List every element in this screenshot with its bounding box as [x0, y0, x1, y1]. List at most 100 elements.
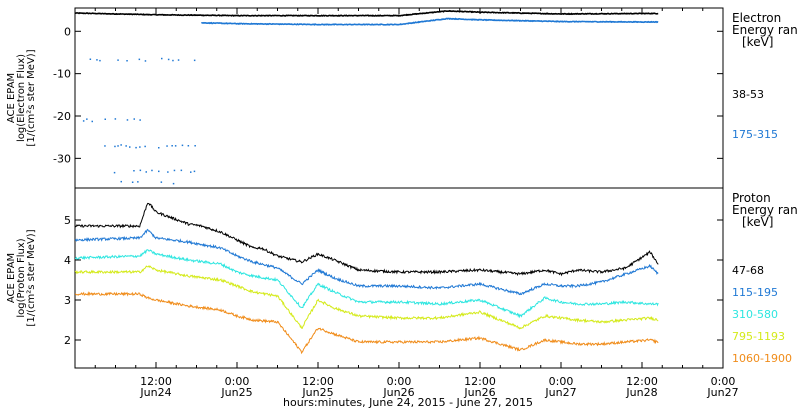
- legend-entry: 47-68: [732, 264, 764, 277]
- scatter-point: [104, 118, 106, 120]
- scatter-point: [117, 145, 119, 147]
- legend-entry: 38-53: [732, 88, 764, 101]
- x-tick-label-date: Jun26: [463, 386, 495, 399]
- series-38-53: [74, 9, 659, 17]
- scatter-point: [104, 145, 106, 147]
- x-tick-label-time: 12:00: [464, 375, 496, 388]
- scatter-group: [104, 144, 196, 149]
- scatter-point: [138, 58, 141, 61]
- scatter-point: [99, 59, 101, 62]
- scatter-point: [144, 145, 146, 148]
- scatter-point: [91, 120, 93, 123]
- x-tick-label-time: 0:00: [387, 375, 412, 388]
- scatter-point: [160, 181, 163, 183]
- scatter-point: [131, 181, 134, 183]
- scatter-point: [89, 58, 92, 60]
- scatter-group: [113, 169, 196, 174]
- scatter-point: [194, 145, 196, 147]
- x-tick-label-date: Jun27: [544, 386, 576, 399]
- x-tick-label-date: Jun28: [625, 386, 657, 399]
- legend-entry: 175-315: [732, 128, 778, 141]
- scatter-point: [86, 118, 88, 120]
- series-310-580: [74, 249, 659, 319]
- x-tick-label-date: Jun27: [706, 386, 738, 399]
- legend-title-line: Energy ran: [732, 23, 798, 37]
- proton-panel: 2 3 4 5 ACE EPAM log(Proton Flux) [1/(cm²s ste…: [6, 187, 798, 369]
- y-axis-title-line: log(Electron Flux): [16, 54, 27, 142]
- scatter-point: [133, 118, 135, 120]
- x-tick-label-date: Jun24: [139, 386, 171, 399]
- scatter-point: [171, 145, 173, 147]
- scatter-point: [137, 181, 139, 183]
- y-tick-label: 5: [64, 214, 71, 227]
- scatter-point: [133, 170, 135, 172]
- x-tick-label-time: 12:00: [302, 375, 334, 388]
- scatter-point: [126, 119, 129, 121]
- series-795-1193: [74, 264, 659, 330]
- scatter-point: [193, 59, 196, 62]
- scatter-point: [193, 170, 196, 173]
- scatter-point: [114, 145, 116, 148]
- y-tick-label: -30: [53, 152, 71, 165]
- y-tick-label: -20: [53, 110, 71, 123]
- y-axis-title-line: [1/(cm²s ster MeV)]: [26, 49, 37, 146]
- legend-title-line: Electron: [732, 11, 781, 25]
- scatter-point: [120, 180, 122, 183]
- legend-title-line: Energy ran: [732, 203, 798, 217]
- y-axis-title-line: log(Proton Flux): [16, 238, 27, 317]
- y-axis-title-line: ACE EPAM: [6, 73, 17, 123]
- scatter-group: [120, 180, 175, 185]
- series-175-315: [201, 17, 659, 26]
- scatter-point: [129, 146, 131, 148]
- scatter-point: [139, 146, 141, 148]
- scatter-point: [161, 57, 163, 60]
- scatter-point: [177, 59, 180, 61]
- legend-entry: 795-1193: [732, 330, 785, 343]
- x-tick-label-time: 12:00: [626, 375, 658, 388]
- y-axis-title-line: ACE EPAM: [6, 253, 17, 303]
- series-line: [74, 249, 659, 319]
- y-axis-title-line: [1/(cm²s ster MeV)]: [26, 229, 37, 326]
- scatter-point: [187, 145, 190, 147]
- legend-entry: 115-195: [732, 286, 778, 299]
- series-line: [74, 202, 659, 277]
- x-tick-label-time: 0:00: [711, 375, 736, 388]
- scatter-point: [158, 147, 160, 149]
- scatter-point: [145, 171, 147, 173]
- series-47-68: [74, 202, 659, 277]
- scatter-point: [126, 60, 128, 62]
- electron-panel: 0 -10 -20 -30 ACE EPAM log(Electron Flux) [1/(…: [6, 7, 798, 189]
- scatter-point: [113, 171, 116, 174]
- scatter-point: [190, 171, 192, 173]
- y-tick-label: 4: [64, 254, 71, 267]
- y-tick-label: -10: [53, 68, 71, 81]
- scatter-point: [172, 182, 175, 185]
- x-tick-label-time: 0:00: [549, 375, 574, 388]
- legend-title-line: [keV]: [742, 35, 773, 49]
- legend-entry: 1060-1900: [732, 352, 792, 365]
- scatter-point: [144, 60, 147, 62]
- scatter-point: [139, 169, 142, 172]
- scatter-point: [158, 170, 160, 173]
- scatter-point: [117, 59, 119, 61]
- scatter-point: [120, 144, 122, 146]
- y-tick-label: 0: [64, 25, 71, 38]
- series-line: [74, 291, 659, 355]
- scatter-point: [172, 59, 174, 62]
- legend-title-line: Proton: [732, 191, 771, 205]
- scatter-group: [89, 57, 196, 62]
- scatter-point: [82, 120, 85, 122]
- x-axis: 12:00Jun240:00Jun2512:00Jun250:00Jun2612…: [74, 8, 739, 399]
- series-line: [74, 228, 659, 296]
- x-tick-label-time: 12:00: [140, 375, 172, 388]
- scatter-point: [174, 145, 177, 147]
- scatter-point: [151, 169, 153, 172]
- scatter-point: [114, 118, 117, 120]
- scatter-point: [139, 119, 141, 121]
- scatter-point: [181, 144, 184, 147]
- x-tick-label-date: Jun25: [220, 386, 252, 399]
- series-line: [74, 264, 659, 330]
- x-tick-label-date: Jun25: [301, 386, 333, 399]
